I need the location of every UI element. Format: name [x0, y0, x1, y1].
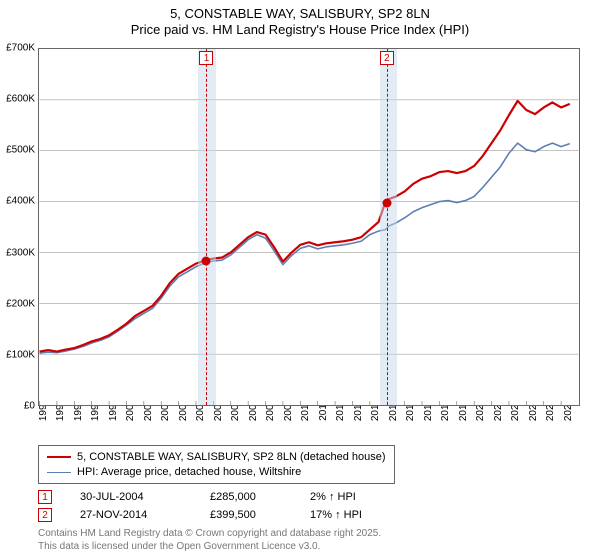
transaction-dashed-line: [206, 49, 207, 405]
transaction-dot: [382, 198, 391, 207]
legend-label: HPI: Average price, detached house, Wilt…: [77, 465, 301, 480]
chart-plot-area: 12: [38, 48, 580, 406]
transactions-table: 1 30-JUL-2004£285,0002% ↑ HPI 2 27-NOV-2014…: [38, 488, 410, 524]
transaction-marker-box: 2: [380, 51, 394, 65]
transaction-dot: [202, 257, 211, 266]
y-tick-label: £0: [0, 401, 35, 412]
transaction-dashed-line: [387, 49, 388, 405]
y-tick-label: £400K: [0, 196, 35, 207]
transaction-row: 1 30-JUL-2004£285,0002% ↑ HPI: [38, 488, 410, 506]
credits-line1: Contains HM Land Registry data © Crown c…: [38, 528, 381, 541]
transaction-date: 27-NOV-2014: [80, 509, 210, 521]
transaction-price: £285,000: [210, 491, 310, 503]
legend-box: 5, CONSTABLE WAY, SALISBURY, SP2 8LN (de…: [38, 445, 395, 484]
transaction-price: £399,500: [210, 509, 310, 521]
chart-title-line2: Price paid vs. HM Land Registry's House …: [0, 22, 600, 38]
chart-title-block: 5, CONSTABLE WAY, SALISBURY, SP2 8LN Pri…: [0, 0, 600, 39]
legend-label: 5, CONSTABLE WAY, SALISBURY, SP2 8LN (de…: [77, 450, 386, 465]
y-tick-label: £700K: [0, 43, 35, 54]
chart-svg: [39, 49, 579, 405]
transaction-marker-box: 1: [199, 51, 213, 65]
transaction-row: 2 27-NOV-2014£399,50017% ↑ HPI: [38, 506, 410, 524]
transaction-date: 30-JUL-2004: [80, 491, 210, 503]
transaction-number-box: 2: [38, 508, 52, 522]
highlight-band: [380, 49, 397, 405]
legend-row: HPI: Average price, detached house, Wilt…: [47, 465, 386, 480]
legend-swatch: [47, 472, 71, 473]
y-tick-label: £300K: [0, 247, 35, 258]
credits-line2: This data is licensed under the Open Gov…: [38, 541, 381, 554]
credits-block: Contains HM Land Registry data © Crown c…: [38, 528, 381, 553]
transaction-number-box: 1: [38, 490, 52, 504]
series-hpi: [40, 143, 570, 353]
transaction-diff: 17% ↑ HPI: [310, 509, 410, 521]
transaction-diff: 2% ↑ HPI: [310, 491, 410, 503]
chart-title-line1: 5, CONSTABLE WAY, SALISBURY, SP2 8LN: [0, 6, 600, 22]
legend-row: 5, CONSTABLE WAY, SALISBURY, SP2 8LN (de…: [47, 450, 386, 465]
series-price_paid: [40, 101, 570, 352]
y-tick-label: £600K: [0, 94, 35, 105]
y-tick-label: £100K: [0, 349, 35, 360]
legend-swatch: [47, 456, 71, 458]
y-tick-label: £500K: [0, 145, 35, 156]
y-tick-label: £200K: [0, 298, 35, 309]
